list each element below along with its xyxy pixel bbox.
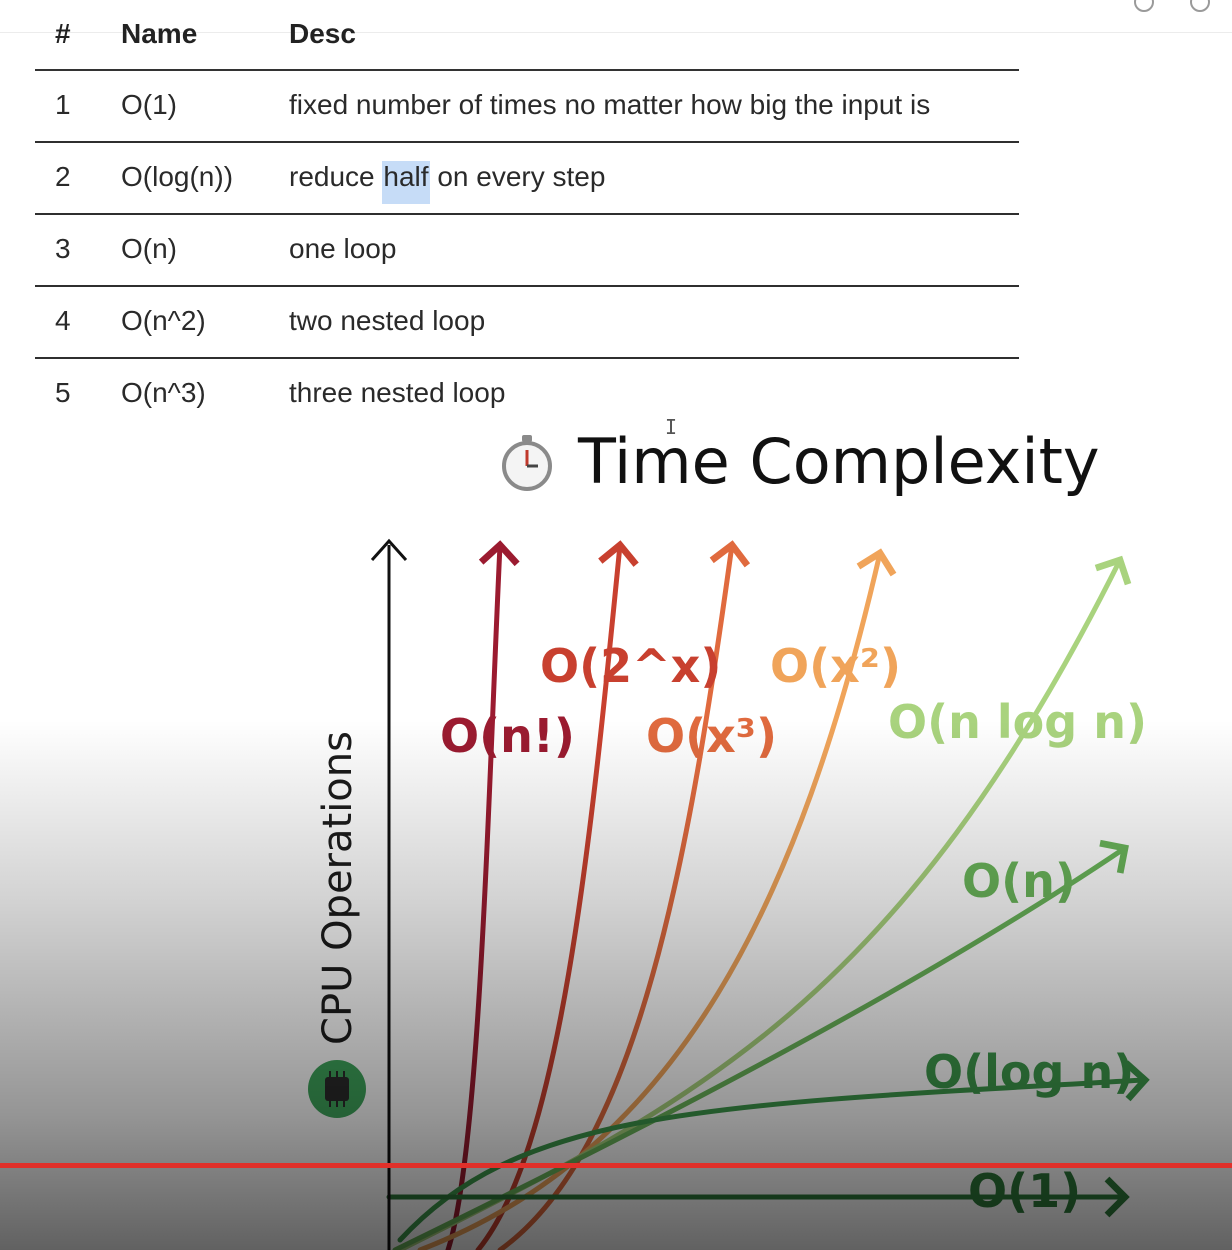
desc-text-before: reduce [289, 161, 383, 192]
text-cursor-icon: I [665, 415, 678, 439]
row-number: 3 [55, 233, 71, 264]
series-label: O(log n) [924, 1045, 1134, 1099]
zoom-out-icon[interactable] [1134, 0, 1154, 12]
series-label: O(n) [962, 854, 1076, 908]
row-number: 4 [55, 305, 71, 336]
row-number: 2 [55, 161, 71, 192]
complexity-table: # Name Desc 1 O(1) fixed number of times… [35, 12, 1019, 429]
chart-title-text: Time Complexity [578, 425, 1100, 498]
row-name: O(log(n)) [121, 161, 234, 192]
top-toolbar [0, 0, 1232, 33]
header-name: Name [121, 18, 198, 49]
series-label: O(x²) [770, 639, 901, 693]
row-desc: fixed number of times no matter how big … [289, 89, 931, 120]
table-row: 2 O(log(n)) reduce half on every step [35, 143, 1019, 215]
zoom-in-icon[interactable] [1190, 0, 1210, 12]
row-name: O(1) [121, 89, 177, 120]
cpu-chip-icon [308, 1060, 366, 1118]
text-selection-highlight[interactable]: half [382, 161, 430, 204]
series-label: O(1) [968, 1164, 1081, 1218]
chart-series-labels: O(n!) O(2^x) O(x³) O(x²)O(n log n) O(n) O(log… [440, 639, 1147, 1218]
series-curve [445, 540, 520, 1250]
stopwatch-icon [502, 435, 552, 491]
table-header: # Name Desc [35, 12, 1019, 71]
video-progress-bar[interactable] [0, 1163, 1232, 1168]
row-desc: one loop [289, 233, 397, 264]
y-axis-label-wrap: CPU Operations [306, 700, 370, 1120]
row-name: O(n^2) [121, 305, 206, 336]
table-row: 1 O(1) fixed number of times no matter h… [35, 71, 1019, 143]
y-axis-arrowhead [370, 538, 408, 562]
header-number: # [55, 18, 71, 49]
row-desc: three nested loop [289, 377, 506, 408]
row-name: O(n) [121, 233, 177, 264]
series-label: O(n log n) [888, 695, 1147, 749]
row-number: 5 [55, 377, 71, 408]
header-desc: Desc [289, 18, 356, 49]
table-row: 4 O(n^2) two nested loop [35, 287, 1019, 359]
y-axis-label: CPU Operations [315, 731, 361, 1045]
row-desc: reduce half on every step [289, 161, 606, 204]
series-label: O(2^x) [540, 639, 721, 693]
desc-text-after: on every step [429, 161, 606, 192]
table-row: 5 O(n^3) three nested loop [35, 359, 1019, 429]
series-label: O(x³) [646, 709, 777, 763]
row-name: O(n^3) [121, 377, 206, 408]
table-row: 3 O(n) one loop [35, 215, 1019, 287]
row-number: 1 [55, 89, 71, 120]
series-label: O(n!) [440, 709, 575, 763]
row-desc: two nested loop [289, 305, 486, 336]
